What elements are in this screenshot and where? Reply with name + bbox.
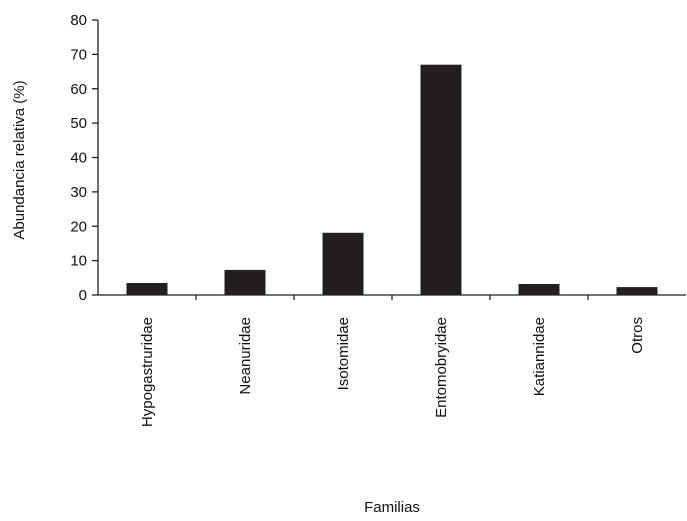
bar-entomobryidae (420, 64, 462, 295)
y-tick-label: 40 (70, 150, 87, 167)
bar-hypogastruridae (126, 282, 168, 295)
x-category-label: Katiannidae (531, 317, 548, 396)
bar-neanuridae (224, 269, 266, 295)
x-axis-title: Familias (364, 499, 420, 516)
x-category-label: Entomobryidae (433, 317, 450, 418)
x-category-label: Isotomidae (335, 317, 352, 390)
x-category-label: Otros (629, 317, 646, 354)
bar-isotomidae (322, 232, 364, 295)
y-axis: 0 10 20 30 40 50 60 70 80 (70, 12, 99, 304)
y-tick-label: 30 (70, 184, 87, 201)
y-tick-label: 80 (70, 12, 87, 29)
x-axis: Hypogastruridae Neanuridae Isotomidae Entom… (98, 294, 686, 427)
y-tick-label: 20 (70, 218, 87, 235)
x-category-label: Neanuridae (237, 317, 254, 395)
y-tick-label: 0 (79, 287, 87, 304)
y-tick-label: 60 (70, 81, 87, 98)
x-category-label: Hypogastruridae (139, 317, 156, 427)
y-tick-label: 10 (70, 253, 87, 270)
y-tick-label: 70 (70, 46, 87, 63)
y-axis-title: Abundancia relativa (%) (11, 80, 28, 239)
bar-katiannidae (518, 284, 560, 295)
bars (126, 64, 658, 295)
bar-otros (616, 287, 658, 295)
y-tick-label: 50 (70, 115, 87, 132)
